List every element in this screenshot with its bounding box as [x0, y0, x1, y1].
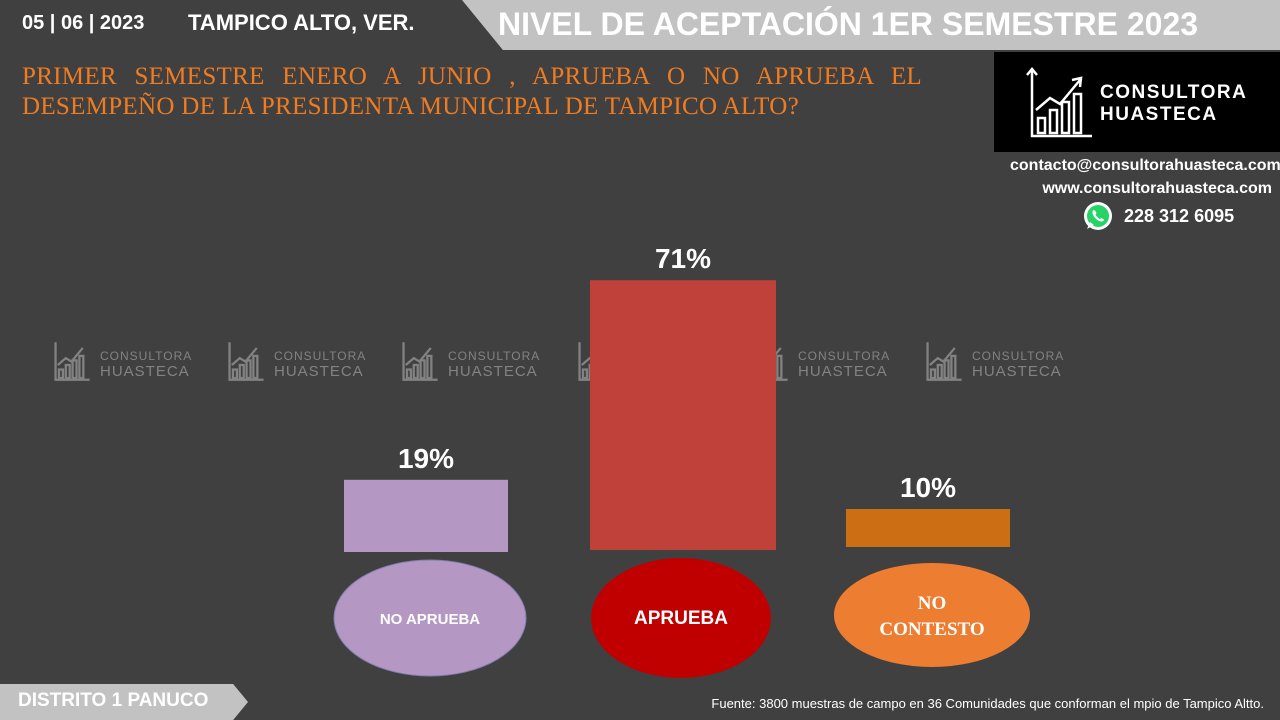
source-note: Fuente: 3800 muestras de campo en 36 Com… [600, 696, 1264, 711]
category-label: NO APRUEBA [380, 611, 480, 628]
bar-no-contesto [846, 509, 1010, 547]
category-oval [834, 563, 1030, 667]
value-label: 71% [655, 243, 711, 274]
category-label: NO [918, 593, 947, 614]
bar-no-aprueba [344, 480, 508, 552]
value-label: 10% [900, 472, 956, 503]
category-label: CONTESTO [879, 619, 984, 640]
category-label: APRUEBA [634, 608, 728, 629]
district-label: DISTRITO 1 PANUCO [18, 690, 208, 712]
bar-aprueba [590, 280, 776, 550]
value-label: 19% [398, 443, 454, 474]
